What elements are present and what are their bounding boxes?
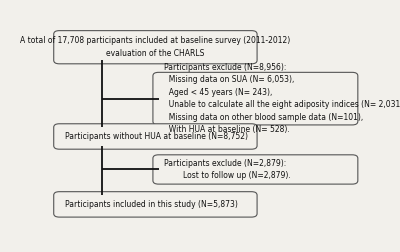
Text: Participants exclude (N=2,879):
        Lost to follow up (N=2,879).: Participants exclude (N=2,879): Lost to … [164, 159, 291, 180]
Text: Participants included in this study (N=5,873): Participants included in this study (N=5… [65, 200, 238, 209]
Text: Participants exclude (N=8,956):
  Missing data on SUA (N= 6,053),
  Aged < 45 ye: Participants exclude (N=8,956): Missing … [164, 63, 400, 134]
FancyBboxPatch shape [54, 192, 257, 217]
FancyBboxPatch shape [153, 72, 358, 125]
Text: A total of 17,708 participants included at baseline survey (2011-2012)
evaluatio: A total of 17,708 participants included … [20, 37, 290, 58]
Text: Participants without HUA at baseline (N=8,752): Participants without HUA at baseline (N=… [65, 132, 248, 141]
FancyBboxPatch shape [54, 31, 257, 64]
FancyBboxPatch shape [153, 155, 358, 184]
FancyBboxPatch shape [54, 124, 257, 149]
